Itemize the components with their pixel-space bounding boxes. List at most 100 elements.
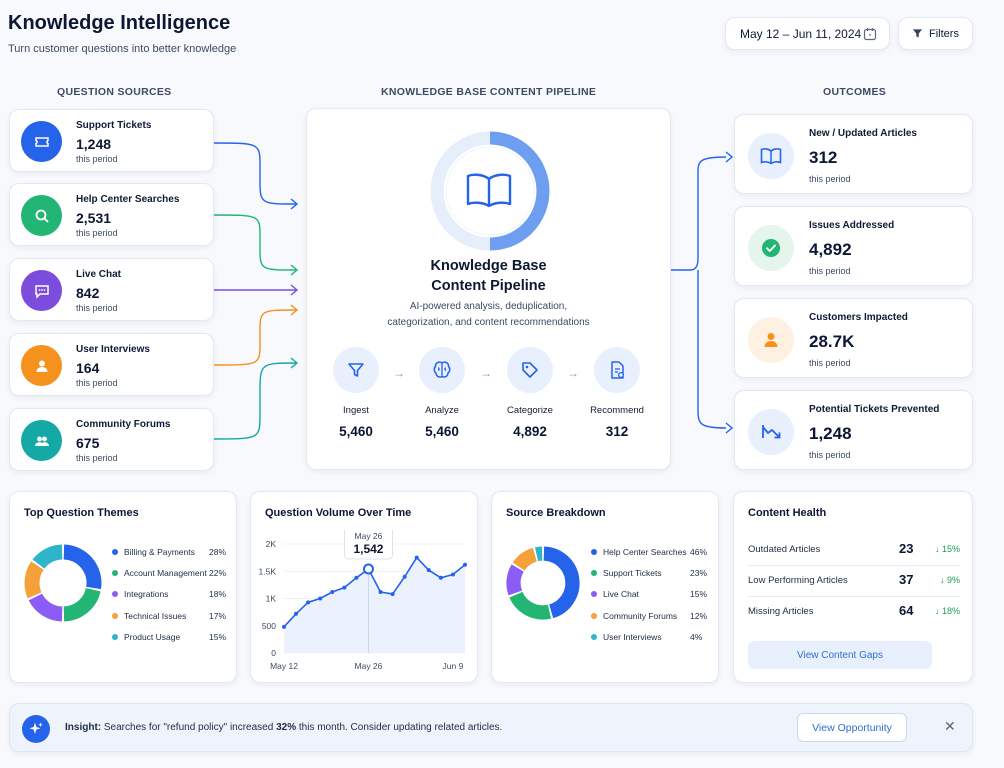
breakdown-slice-3 [512, 547, 538, 571]
themes-legend-item: Technical Issues 17% [112, 611, 239, 621]
outcome-value: 4,892 [809, 240, 852, 259]
filters-label: Filters [929, 27, 959, 40]
legend-dot [112, 591, 118, 598]
legend-percent: 23% [690, 568, 708, 579]
source-card-live-chat[interactable]: Live Chat 842 this period [9, 258, 214, 321]
outcome-label: New / Updated Articles [809, 128, 917, 139]
pipeline-desc-line2: categorization, and content recommendati… [387, 317, 590, 328]
outcome-label: Issues Addressed [809, 220, 895, 231]
series-line [283, 556, 466, 628]
breakdown-title: Source Breakdown [506, 507, 606, 519]
data-point [330, 589, 335, 594]
legend-label: Integrations [124, 589, 169, 600]
data-point [318, 596, 323, 601]
themes-legend-item: Account Management 22% [112, 568, 239, 578]
outcome-card-issues[interactable]: Issues Addressed 4,892 this period [734, 206, 973, 286]
section-label-outcomes: OUTCOMES [823, 86, 887, 98]
view-opportunity-button[interactable]: View Opportunity [797, 713, 907, 742]
source-period: this period [76, 453, 118, 463]
health-row-name: Low Performing Articles [748, 575, 848, 586]
outcome-period: this period [809, 450, 851, 460]
breakdown-slice-2 [506, 564, 525, 596]
breakdown-slice-1 [509, 591, 552, 620]
health-row-low-performing[interactable]: Low Performing Articles 37 ↓ 9% [748, 565, 960, 596]
arrow-right-icon: → [567, 366, 579, 380]
tooltip-date: May 26 [355, 531, 383, 541]
content-health-card: Content Health Outdated Articles 23 ↓ 15… [733, 491, 973, 683]
outcome-value: 312 [809, 148, 838, 167]
user-icon [21, 345, 62, 386]
legend-percent: 18% [209, 589, 227, 600]
outcome-card-customers[interactable]: Customers Impacted 28.7K this period [734, 298, 973, 378]
legend-percent: 22% [209, 568, 227, 579]
person-icon [748, 317, 794, 363]
legend-label: User Interviews [603, 631, 662, 642]
source-card-help-center-searches[interactable]: Help Center Searches 2,531 this period [9, 183, 214, 246]
view-content-gaps-button[interactable]: View Content Gaps [748, 641, 932, 669]
tag-icon [507, 347, 553, 393]
divider [748, 596, 960, 597]
stage-value: 5,460 [339, 424, 373, 439]
source-breakdown-donut-chart [506, 546, 580, 620]
data-point [414, 555, 419, 560]
health-row-delta: ↓ 9% [939, 575, 960, 585]
insight-text-after: this month. Consider updating related ar… [296, 722, 503, 733]
breakdown-legend-item: Help Center Searches 46% [591, 547, 720, 557]
y-tick-label: 0 [271, 648, 276, 658]
source-label: User Interviews [76, 344, 150, 355]
legend-label: Support Tickets [603, 568, 662, 579]
outcome-value: 1,248 [809, 424, 852, 443]
health-row-missing[interactable]: Missing Articles 64 ↓ 18% [748, 596, 960, 627]
source-value: 675 [76, 435, 100, 451]
book-icon [748, 133, 794, 179]
y-tick-label: 1.5K [259, 566, 277, 576]
volume-title: Question Volume Over Time [265, 507, 412, 519]
community-icon [21, 420, 62, 461]
legend-label: Account Management [124, 568, 207, 579]
data-point [354, 575, 359, 580]
stage-label: Analyze [425, 405, 459, 416]
themes-slice-3 [24, 561, 44, 599]
source-breakdown-card: Source Breakdown Help Center Searches 46%… [491, 491, 719, 683]
brain-icon [419, 347, 465, 393]
breakdown-legend-item: Live Chat 15% [591, 589, 720, 599]
health-row-outdated[interactable]: Outdated Articles 23 ↓ 15% [748, 534, 960, 565]
outcome-card-articles[interactable]: New / Updated Articles 312 this period [734, 114, 973, 194]
filter-icon [333, 347, 379, 393]
legend-dot [112, 570, 118, 577]
source-card-community-forums[interactable]: Community Forums 675 this period [9, 408, 214, 471]
outcome-card-tickets-prevented[interactable]: Potential Tickets Prevented 1,248 this p… [734, 390, 973, 470]
filters-button[interactable]: Filters [898, 17, 973, 50]
health-row-name: Outdated Articles [748, 544, 821, 555]
source-card-support-tickets[interactable]: Support Tickets 1,248 this period [9, 109, 214, 172]
legend-dot [591, 612, 597, 619]
calendar-icon [863, 28, 877, 41]
outcome-period: this period [809, 266, 851, 276]
legend-percent: 46% [690, 547, 708, 557]
stage-value: 312 [605, 424, 629, 439]
insight-label: Insight: [65, 722, 102, 733]
health-title: Content Health [748, 507, 827, 519]
source-card-user-interviews[interactable]: User Interviews 164 this period [9, 333, 214, 396]
legend-percent: 17% [209, 610, 227, 621]
health-row-name: Missing Articles [748, 606, 814, 617]
source-label: Live Chat [76, 269, 122, 280]
x-tick-label: Jun 9 [443, 661, 464, 671]
data-point [378, 589, 383, 594]
legend-dot [591, 570, 597, 577]
stage-label: Ingest [343, 405, 369, 416]
themes-title: Top Question Themes [24, 507, 139, 519]
check-icon [748, 225, 794, 271]
stage-label: Recommend [590, 405, 644, 416]
insight-text: Insight: Searches for "refund policy" in… [65, 722, 502, 733]
legend-dot [591, 549, 597, 555]
close-icon[interactable]: ✕ [944, 718, 956, 734]
date-range-picker[interactable]: May 12 – Jun 11, 2024 [725, 17, 890, 50]
legend-label: Community Forums [603, 610, 678, 621]
themes-slice-2 [28, 593, 63, 622]
ticket-icon [21, 121, 62, 162]
legend-percent: 15% [209, 631, 227, 642]
themes-legend-item: Billing & Payments 28% [112, 547, 239, 557]
breakdown-slice-4 [534, 546, 543, 562]
